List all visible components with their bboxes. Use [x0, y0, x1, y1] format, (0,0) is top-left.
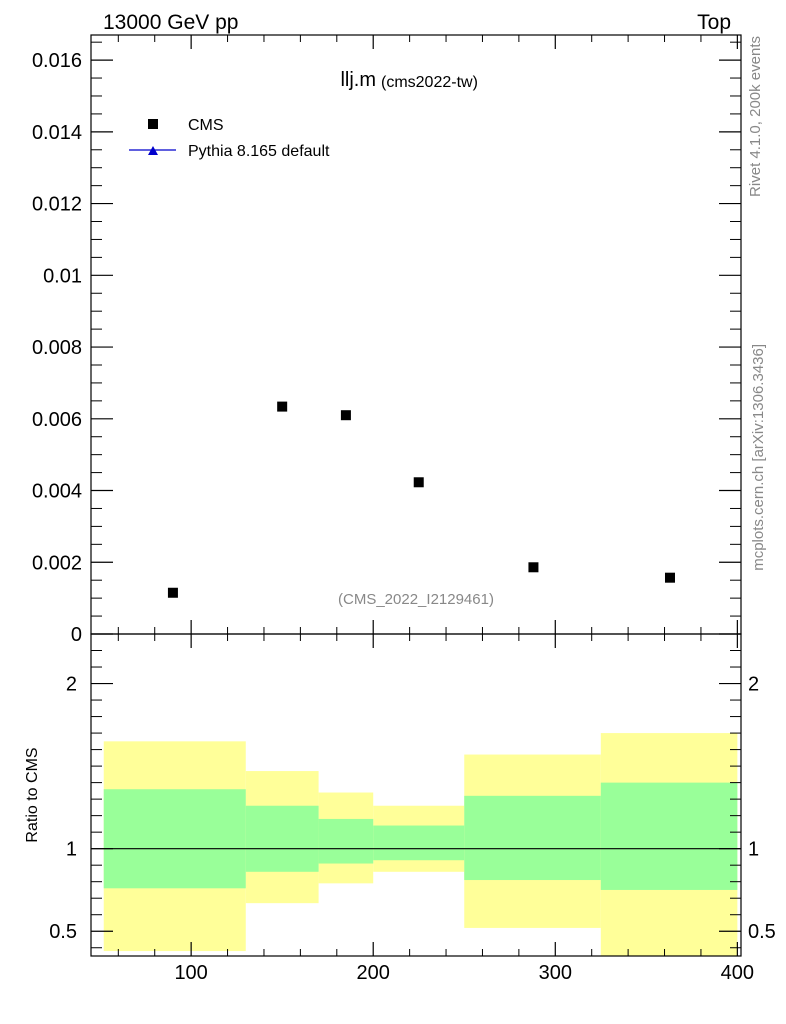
ratio-y-tick-label-right: 2: [748, 674, 759, 696]
ratio-panel: 0.5 0.5 1 1 2 2 100 200 300 400 Ratio to CMS: [24, 633, 776, 984]
legend-cms-label: CMS: [188, 117, 224, 134]
ratio-axis-ticks: [91, 634, 741, 956]
x-tick-label: 200: [357, 962, 390, 984]
analysis-watermark: (CMS_2022_I2129461): [338, 591, 494, 608]
main-panel: 0 0.002 0.004 0.006 0.008 0.01 0.012 0.014 0.016…: [32, 34, 742, 646]
plot-title: llj.m: [340, 69, 376, 91]
inner-band-bin: [318, 818, 374, 864]
y-tick-label: 0.016: [32, 50, 82, 72]
inner-band-bin: [600, 782, 738, 890]
cms-data-point: [528, 562, 539, 573]
ratio-frame: [90, 633, 742, 957]
y-tick-label: 0.014: [32, 122, 82, 144]
cms-data-points: [167, 401, 675, 598]
ratio-y-tick-label-right: 1: [748, 839, 759, 861]
ratio-y-tick-label-left: 0.5: [49, 921, 77, 943]
ratio-y-tick-label-left: 2: [66, 674, 77, 696]
legend-pythia-marker: [148, 146, 158, 155]
rivet-label: Rivet 4.1.0, 200k events: [747, 36, 764, 197]
process-label: Top: [697, 11, 731, 34]
inner-band-bin: [103, 789, 246, 889]
main-y-tick-labels: 0 0.002 0.004 0.006 0.008 0.01 0.012 0.014 0.016: [32, 50, 82, 646]
ratio-y-tick-labels: 0.5 0.5 1 1 2 2: [49, 674, 776, 944]
x-tick-label: 400: [721, 962, 754, 984]
cms-data-point: [340, 410, 351, 421]
plot-subtitle: (cms2022-tw): [381, 74, 478, 91]
y-tick-label: 0: [71, 624, 82, 646]
inner-uncertainty-band: [103, 782, 738, 890]
y-tick-label: 0.002: [32, 552, 82, 574]
cms-data-point: [277, 401, 288, 412]
y-tick-label: 0.008: [32, 337, 82, 359]
mcplots-label: mcplots.cern.ch [arXiv:1306.3436]: [750, 344, 767, 571]
x-tick-label: 300: [539, 962, 572, 984]
inner-band-bin: [464, 795, 601, 881]
y-tick-label: 0.006: [32, 409, 82, 431]
energy-label: 13000 GeV pp: [103, 11, 238, 34]
ratio-x-tick-labels: 100 200 300 400: [174, 962, 754, 984]
cms-data-point: [664, 572, 675, 583]
legend-pythia-label: Pythia 8.165 default: [188, 143, 330, 160]
ratio-y-axis-label: Ratio to CMS: [24, 747, 41, 842]
y-tick-label: 0.01: [43, 265, 82, 287]
cms-data-point: [413, 477, 424, 488]
cms-data-point: [167, 587, 178, 598]
inner-band-bin: [245, 805, 319, 872]
y-tick-label: 0.012: [32, 194, 82, 216]
ratio-y-tick-label-left: 1: [66, 839, 77, 861]
ratio-y-tick-label-right: 0.5: [748, 921, 776, 943]
legend-cms-marker: [148, 119, 158, 129]
x-tick-label: 100: [174, 962, 207, 984]
inner-band-bin: [373, 825, 465, 861]
y-tick-label: 0.004: [32, 481, 82, 503]
legend: CMS Pythia 8.165 default: [129, 117, 330, 160]
